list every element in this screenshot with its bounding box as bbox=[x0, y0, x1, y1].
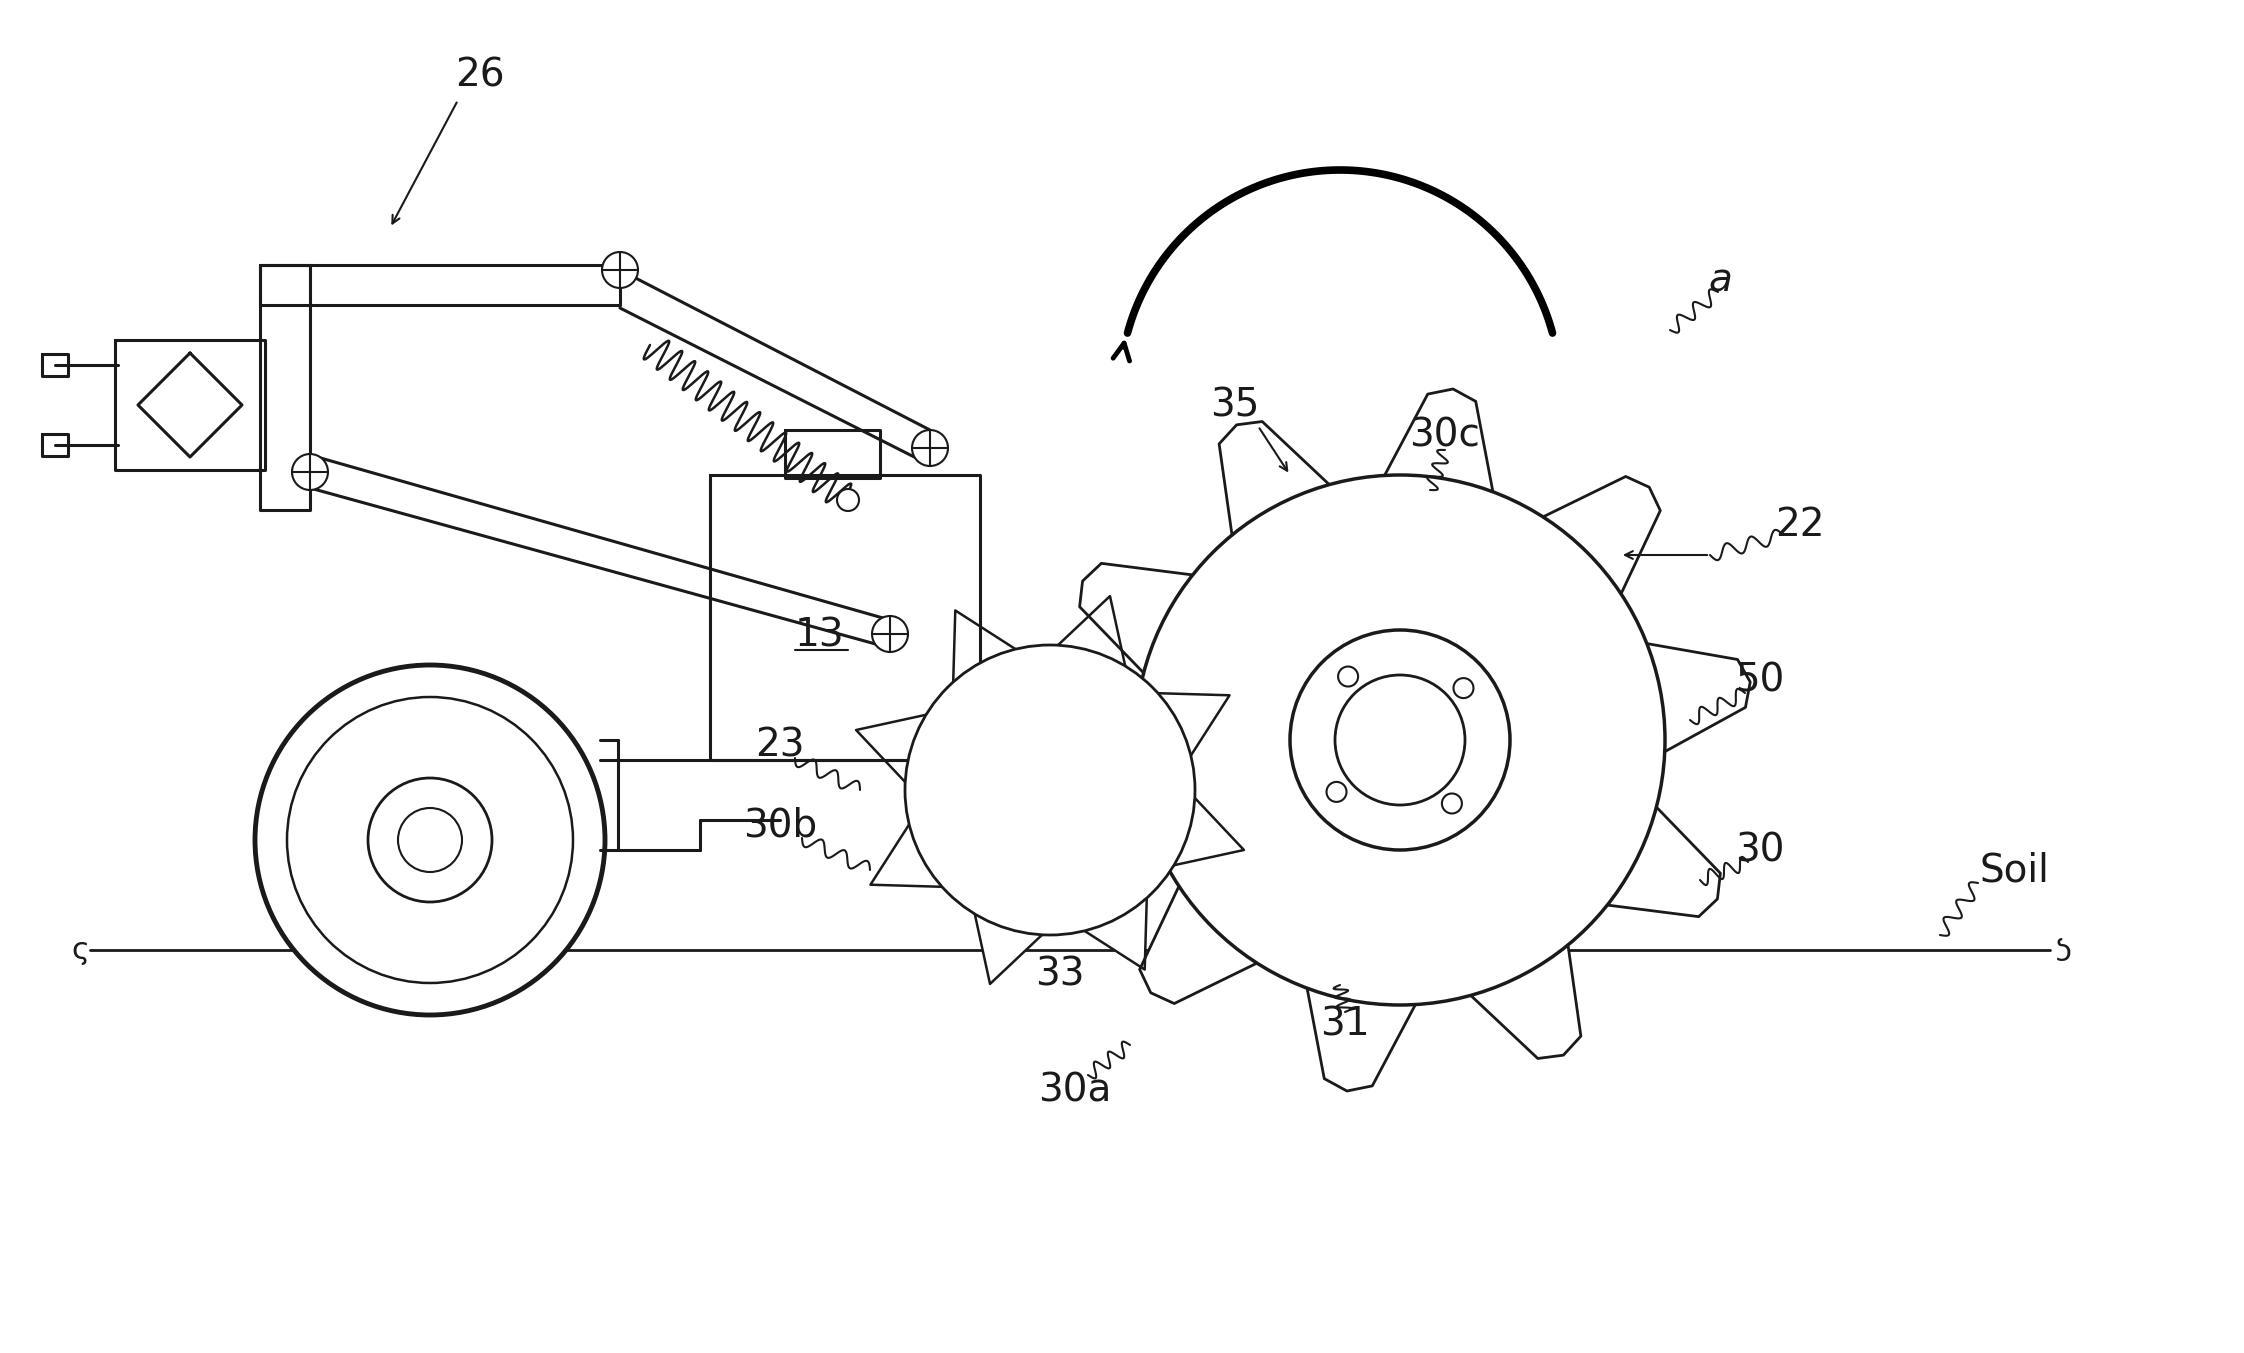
Polygon shape bbox=[1052, 597, 1126, 672]
Polygon shape bbox=[43, 354, 67, 376]
Polygon shape bbox=[871, 819, 949, 888]
Text: 31: 31 bbox=[1319, 1007, 1369, 1045]
Text: 30: 30 bbox=[1735, 831, 1784, 869]
Polygon shape bbox=[260, 265, 619, 304]
Polygon shape bbox=[1382, 388, 1495, 498]
Polygon shape bbox=[1167, 793, 1243, 867]
Polygon shape bbox=[114, 340, 265, 469]
Circle shape bbox=[292, 455, 328, 490]
Circle shape bbox=[911, 430, 947, 465]
Circle shape bbox=[904, 645, 1196, 935]
Text: 13: 13 bbox=[794, 616, 844, 653]
Polygon shape bbox=[137, 353, 242, 457]
Text: 23: 23 bbox=[756, 727, 806, 764]
Polygon shape bbox=[785, 430, 880, 478]
Text: ς: ς bbox=[72, 935, 90, 965]
Polygon shape bbox=[1151, 693, 1230, 762]
Circle shape bbox=[1135, 475, 1665, 1005]
Text: a: a bbox=[1708, 261, 1732, 299]
Polygon shape bbox=[974, 907, 1048, 984]
Polygon shape bbox=[43, 434, 67, 456]
Polygon shape bbox=[709, 475, 981, 760]
Text: 26: 26 bbox=[456, 55, 505, 93]
Circle shape bbox=[1443, 793, 1461, 813]
Circle shape bbox=[368, 778, 491, 902]
Text: 22: 22 bbox=[1775, 506, 1824, 544]
Polygon shape bbox=[1079, 563, 1198, 676]
Circle shape bbox=[1337, 667, 1358, 686]
Circle shape bbox=[256, 666, 606, 1015]
Circle shape bbox=[1454, 678, 1474, 698]
Text: 35: 35 bbox=[1210, 386, 1259, 423]
Polygon shape bbox=[1306, 982, 1418, 1091]
Polygon shape bbox=[1079, 892, 1147, 970]
Polygon shape bbox=[1640, 643, 1750, 755]
Polygon shape bbox=[1218, 422, 1333, 541]
Text: 30a: 30a bbox=[1039, 1072, 1111, 1109]
Text: 30c: 30c bbox=[1409, 415, 1481, 455]
Polygon shape bbox=[1050, 725, 1158, 838]
Polygon shape bbox=[954, 610, 1021, 689]
Text: 50: 50 bbox=[1735, 662, 1784, 700]
Circle shape bbox=[1335, 675, 1465, 805]
Polygon shape bbox=[1140, 881, 1263, 1004]
Text: ς: ς bbox=[2051, 935, 2069, 965]
Polygon shape bbox=[1465, 939, 1580, 1058]
Circle shape bbox=[837, 488, 859, 511]
Polygon shape bbox=[1602, 802, 1721, 917]
Text: Soil: Soil bbox=[1979, 851, 2049, 889]
Polygon shape bbox=[1537, 476, 1661, 599]
Text: 33: 33 bbox=[1034, 957, 1084, 994]
Polygon shape bbox=[260, 265, 310, 510]
Circle shape bbox=[1290, 630, 1510, 850]
Circle shape bbox=[1326, 782, 1346, 802]
Circle shape bbox=[873, 616, 909, 652]
Text: 30b: 30b bbox=[743, 806, 817, 844]
Polygon shape bbox=[855, 713, 934, 787]
Circle shape bbox=[601, 252, 637, 288]
